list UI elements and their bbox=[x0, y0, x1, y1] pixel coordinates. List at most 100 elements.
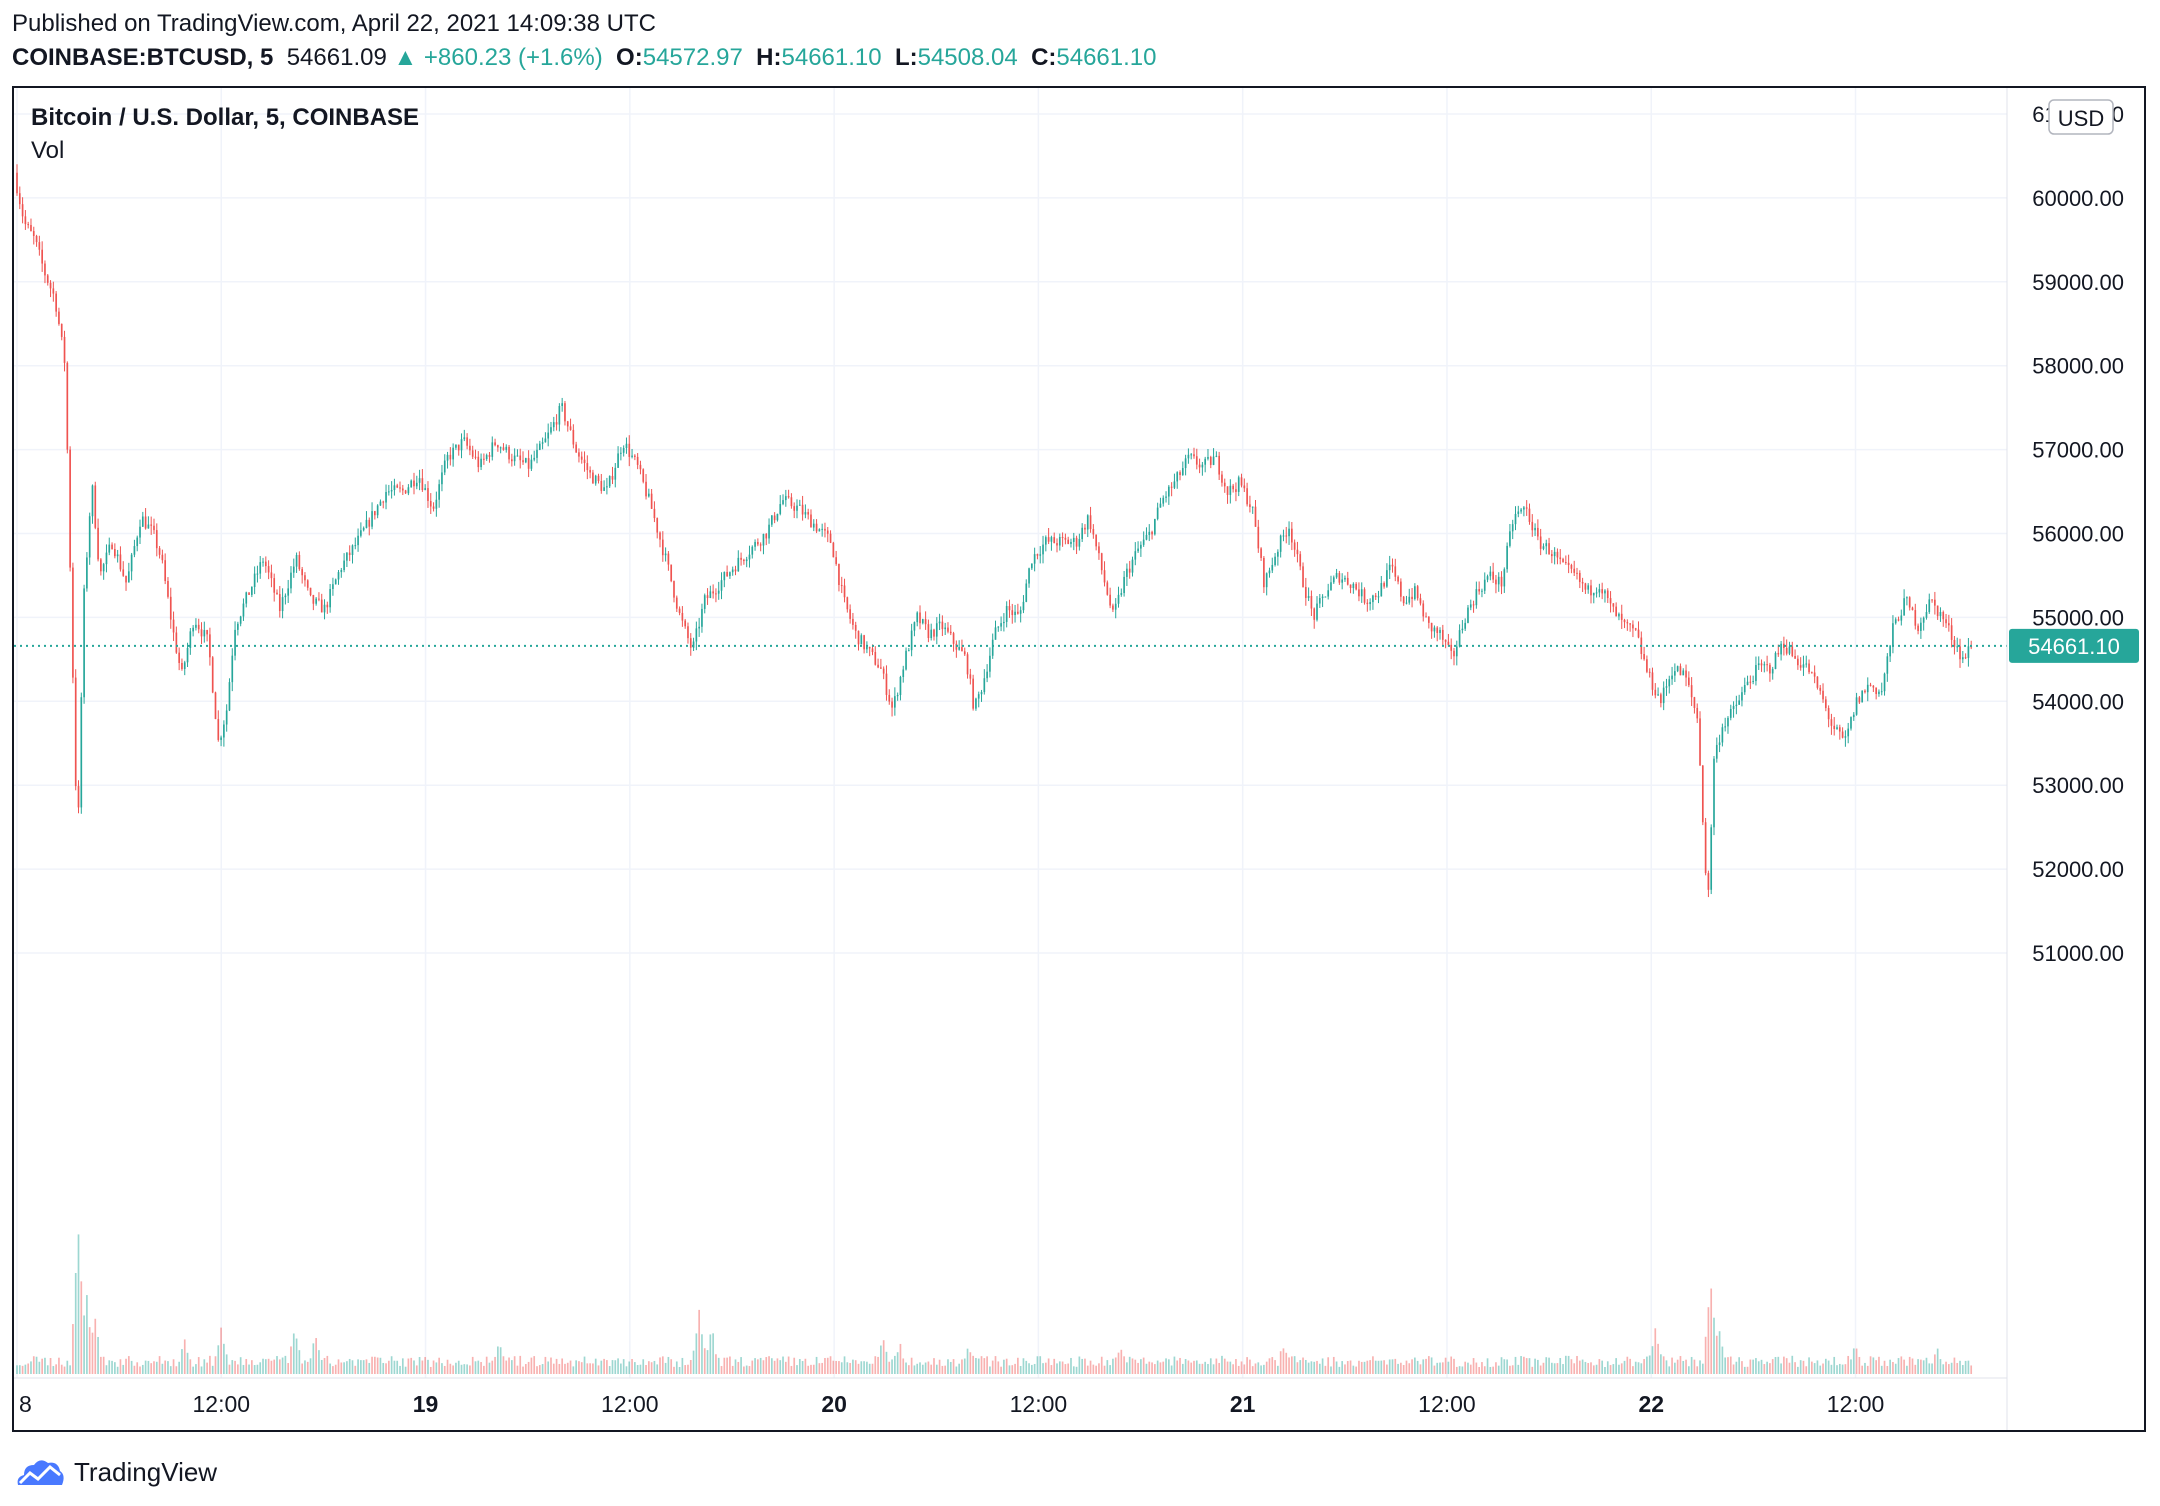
candle-body bbox=[564, 403, 566, 421]
candle-body bbox=[947, 628, 949, 632]
candle-body bbox=[813, 524, 815, 528]
last-price-badge: 54661.10 bbox=[2009, 629, 2139, 663]
candle-body bbox=[1408, 597, 1410, 603]
candle-body bbox=[598, 476, 600, 481]
volume-bar bbox=[902, 1358, 904, 1374]
candle-body bbox=[519, 456, 521, 461]
volume-bar bbox=[1369, 1360, 1371, 1374]
volume-bar bbox=[83, 1315, 85, 1374]
volume-bar bbox=[1699, 1360, 1701, 1374]
volume-bar bbox=[514, 1356, 516, 1374]
candle-body bbox=[1361, 589, 1363, 596]
volume-bar bbox=[1224, 1359, 1226, 1374]
time-axis[interactable]: 8 12:00 19 12:00 20 12:00 21 12:00 22 12:00 bbox=[19, 1391, 1884, 1417]
volume-bar bbox=[1333, 1357, 1335, 1374]
volume-bar bbox=[1129, 1357, 1131, 1374]
candle-body bbox=[1945, 619, 1947, 623]
volume-bar bbox=[1476, 1363, 1478, 1374]
volume-bar bbox=[1789, 1363, 1791, 1374]
volume-bar bbox=[332, 1366, 334, 1374]
currency-badge[interactable]: USD bbox=[2049, 100, 2113, 134]
candle-body bbox=[1727, 718, 1729, 727]
candle-body bbox=[463, 437, 465, 439]
volume-bar bbox=[908, 1365, 910, 1374]
volume-bar bbox=[1716, 1336, 1718, 1374]
candle-body bbox=[1425, 616, 1427, 617]
volume-bar bbox=[1931, 1363, 1933, 1374]
candle-body bbox=[1134, 551, 1136, 559]
candle-body bbox=[1073, 538, 1075, 542]
candle-body bbox=[905, 651, 907, 670]
candle-body bbox=[869, 647, 871, 648]
candle-body bbox=[648, 494, 650, 497]
candle-body bbox=[1255, 507, 1257, 527]
volume-bar bbox=[556, 1359, 558, 1374]
volume-bar bbox=[229, 1365, 231, 1374]
volume-bar bbox=[679, 1367, 681, 1374]
candle-body bbox=[382, 502, 384, 503]
symbol-label: COINBASE:BTCUSD, 5 bbox=[12, 44, 273, 71]
volume-bar bbox=[1850, 1359, 1852, 1374]
chart-frame[interactable]: 51000.00 52000.00 53000.00 54000.00 55000.00… bbox=[12, 86, 2146, 1432]
volume-bar bbox=[1884, 1361, 1886, 1374]
candle-body bbox=[1895, 619, 1897, 623]
candle-body bbox=[729, 572, 731, 576]
volume-bar bbox=[693, 1351, 695, 1374]
candle-body bbox=[1716, 745, 1718, 759]
volume-bar bbox=[1283, 1348, 1285, 1374]
candle-body bbox=[209, 634, 211, 657]
candle-body bbox=[131, 555, 133, 572]
volume-bar bbox=[1048, 1358, 1050, 1374]
volume-bar bbox=[1766, 1362, 1768, 1374]
candle-body bbox=[997, 627, 999, 628]
candle-body bbox=[1257, 527, 1259, 549]
volume-bar bbox=[1870, 1356, 1872, 1374]
candle-body bbox=[1900, 615, 1902, 620]
candle-body bbox=[668, 554, 670, 565]
volume-bar bbox=[813, 1365, 815, 1374]
candle-body bbox=[198, 625, 200, 629]
candle-body bbox=[374, 511, 376, 515]
volume-bar bbox=[1434, 1366, 1436, 1374]
volume-bar bbox=[1448, 1362, 1450, 1374]
volume-bar bbox=[751, 1361, 753, 1374]
volume-bar bbox=[1501, 1357, 1503, 1374]
volume-bar bbox=[97, 1337, 99, 1374]
volume-bar bbox=[1945, 1362, 1947, 1374]
candle-body bbox=[603, 487, 605, 491]
volume-bar bbox=[905, 1363, 907, 1374]
volume-bar bbox=[1621, 1363, 1623, 1374]
volume-bar bbox=[128, 1356, 130, 1374]
candle-body bbox=[1439, 630, 1441, 633]
volume-bar bbox=[1190, 1363, 1192, 1374]
candle-body bbox=[1853, 715, 1855, 717]
candle-body bbox=[416, 483, 418, 486]
volume-bar bbox=[1403, 1365, 1405, 1374]
price-chart[interactable]: 51000.00 52000.00 53000.00 54000.00 55000.00… bbox=[14, 88, 2144, 1430]
candle-body bbox=[229, 682, 231, 710]
candle-body bbox=[1775, 653, 1777, 669]
candle-body bbox=[1571, 565, 1573, 569]
candle-body bbox=[676, 598, 678, 609]
volume-bar bbox=[497, 1346, 499, 1374]
candle-body bbox=[346, 553, 348, 561]
price-axis[interactable]: 51000.00 52000.00 53000.00 54000.00 55000.00… bbox=[2032, 102, 2124, 966]
volume-bar bbox=[164, 1361, 166, 1374]
volume-bar bbox=[1305, 1360, 1307, 1374]
volume-bar bbox=[732, 1366, 734, 1374]
candle-body bbox=[1453, 651, 1455, 656]
candle-body bbox=[894, 696, 896, 707]
candle-body bbox=[1171, 487, 1173, 488]
candle-body bbox=[1037, 554, 1039, 556]
volume-bar bbox=[863, 1361, 865, 1374]
volume-bar bbox=[251, 1360, 253, 1374]
volume-bar bbox=[925, 1363, 927, 1374]
volume-bar bbox=[799, 1359, 801, 1374]
volume-bar bbox=[1733, 1364, 1735, 1374]
candle-body bbox=[1805, 664, 1807, 665]
volume-bar bbox=[914, 1365, 916, 1374]
candle-body bbox=[366, 520, 368, 528]
candle-body bbox=[1817, 677, 1819, 688]
candle-body bbox=[561, 403, 563, 406]
volume-bar bbox=[877, 1357, 879, 1374]
